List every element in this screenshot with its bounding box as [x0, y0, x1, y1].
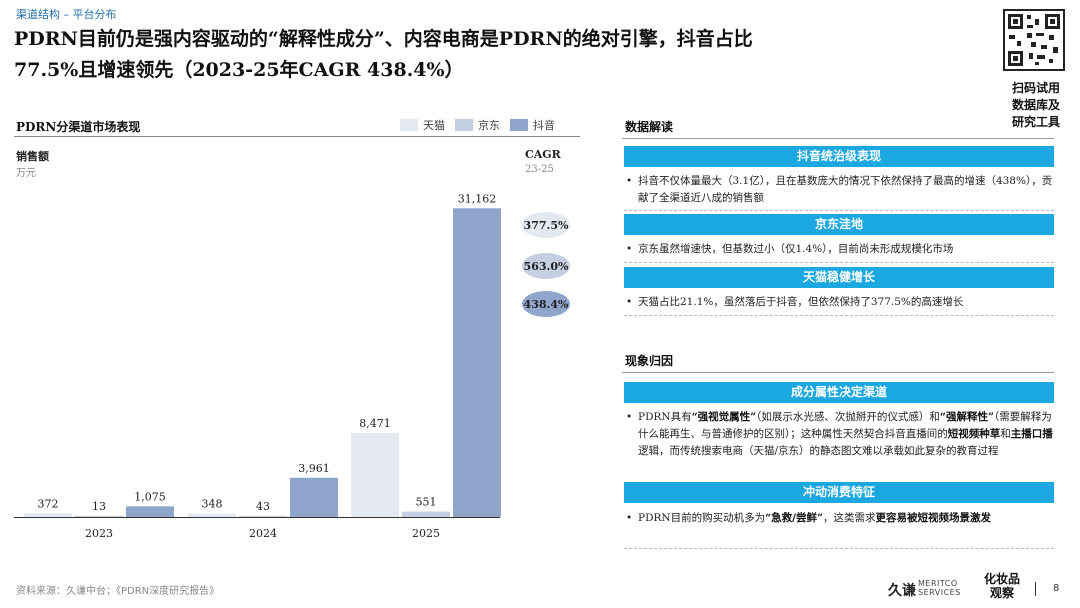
bar-label-2023-1: 13 [92, 500, 106, 513]
page-number: 8 [1053, 583, 1060, 594]
cagr-value-2: 438.4% [524, 298, 569, 311]
qr-code-icon[interactable] [1003, 9, 1065, 71]
qr-caption: 扫码试用 数据库及 研究工具 [1000, 80, 1072, 131]
text-run-bold: 更容易被短视频场景激发 [875, 512, 992, 524]
logo-subtitle-line: SERVICES [918, 588, 961, 597]
page-title-line-1: PDRN目前仍是强内容驱动的“解释性成分”、内容电商是PDRN的绝对引擎，抖音占… [14, 28, 753, 50]
section-text-ingredient: PDRN具有“强视觉属性”（如展示水光感、次抛掰开的仪式感）和“强解释性”（需要… [624, 409, 1054, 460]
text-run: PDRN具有 [638, 411, 692, 423]
section-divider [624, 315, 1054, 316]
section-divider [624, 262, 1054, 263]
bar-label-2024-2: 3,961 [298, 462, 330, 475]
cagr-badge-2 [522, 291, 570, 317]
bar-label-2025-2: 31,162 [458, 192, 497, 205]
bar-2025-0 [351, 433, 399, 517]
legend-swatch-douyin [510, 119, 528, 131]
section-heading-ingredient: 成分属性决定渠道 [624, 382, 1054, 403]
cagr-label: CAGR [525, 148, 561, 161]
text-run: （如展示水光感、次抛掰开的仪式感）和 [756, 411, 940, 423]
footer-separator [1035, 582, 1036, 596]
qr-caption-line: 研究工具 [1011, 115, 1060, 129]
qr-caption-line: 数据库及 [1011, 98, 1060, 112]
legend-item-jd: 京东 [455, 117, 500, 133]
legend-swatch-tmall [400, 119, 418, 131]
section-text-jd: 京东虽然增速快，但基数过小（仅1.4%），目前尚未形成规模化市场 [624, 241, 1054, 258]
chart-title: PDRN分渠道市场表现 [16, 120, 141, 134]
logo-line: 化妆品 [984, 572, 1021, 586]
causes-title: 现象归因 [625, 354, 674, 368]
legend-item-douyin: 抖音 [510, 117, 555, 133]
section-text-douyin: 抖音不仅体量最大（3.1亿），且在基数庞大的情况下依然保持了最高的增速（438%… [624, 173, 1054, 207]
cagr-value-1: 563.0% [524, 260, 569, 273]
section-heading-tmall: 天猫稳健增长 [624, 267, 1054, 288]
bar-label-2025-0: 8,471 [359, 417, 391, 430]
bar-label-2025-1: 551 [416, 496, 437, 509]
chart-legend: 天猫 京东 抖音 [400, 117, 555, 133]
cosmetics-observer-logo: 化妆品 观察 [984, 572, 1020, 600]
x-tick-2025: 2025 [412, 527, 440, 540]
x-tick-2023: 2023 [85, 527, 113, 540]
bar-2025-2 [453, 208, 501, 517]
section-heading-impulse: 冲动消费特征 [624, 482, 1054, 503]
breadcrumb[interactable]: 渠道结构 – 平台分布 [16, 8, 117, 21]
legend-item-tmall: 天猫 [400, 117, 445, 133]
bar-2023-2 [126, 506, 174, 517]
bar-2023-1 [75, 515, 123, 517]
bar-2024-1 [239, 515, 287, 517]
text-run: （需要解释为什么能再生、与普通修护的区别）；这种属性天然契合抖音直播间的 [638, 411, 1052, 440]
meritco-logo: 久谦 [888, 583, 916, 599]
legend-label-douyin: 抖音 [533, 119, 555, 132]
bar-2024-2 [290, 477, 338, 517]
bar-chart: 372 13 1,075 2023 348 43 3,961 2024 8,471 551 31,1… [14, 192, 570, 540]
section-heading-douyin: 抖音统治级表现 [624, 146, 1054, 167]
section-text-impulse: PDRN目前的购买动机多为“急救/尝鲜”，这类需求更容易被短视频场景激发 [624, 510, 1054, 527]
text-run: 逻辑，而传统搜索电商（天猫/京东）的静态图文难以承载如此复杂的教育过程 [638, 445, 999, 457]
page-title: PDRN目前仍是强内容驱动的“解释性成分”、内容电商是PDRN的绝对引擎，抖音占… [14, 24, 974, 86]
section-heading-jd: 京东洼地 [624, 214, 1054, 235]
legend-label-tmall: 天猫 [423, 119, 445, 132]
bar-2023-0 [24, 513, 72, 517]
interpretation-rule [622, 138, 1054, 139]
bar-label-2024-1: 43 [256, 500, 270, 513]
y-axis-unit: 万元 [16, 168, 36, 179]
x-tick-2024: 2024 [249, 527, 277, 540]
text-run: 和 [1000, 428, 1011, 440]
section-divider [624, 210, 1054, 211]
cagr-badge-0 [522, 212, 570, 238]
meritco-logo-subtitle: MERITCO SERVICES [918, 579, 961, 597]
bar-label-2023-0: 372 [38, 497, 59, 510]
chart-title-rule [14, 136, 580, 137]
logo-subtitle-line: MERITCO [918, 579, 958, 588]
text-run: PDRN目前的购买动机多为 [638, 512, 766, 524]
text-run-bold: “强视觉属性” [691, 411, 757, 423]
section-text-tmall: 天猫占比21.1%，虽然落后于抖音，但依然保持了377.5%的高速增长 [624, 294, 1054, 311]
page-title-line-2: 77.5%且增速领先（2023-25年CAGR 438.4%） [14, 59, 464, 81]
bar-label-2024-0: 348 [202, 498, 223, 511]
section-divider [624, 548, 1054, 549]
text-run-bold: “急救/尝鲜” [765, 512, 823, 524]
interpretation-title: 数据解读 [625, 120, 674, 134]
bar-2024-0 [188, 513, 236, 517]
source-note: 资料来源：久谦中台；《PDRN深度研究报告》 [16, 586, 220, 597]
text-run: ，这类需求 [823, 512, 876, 524]
causes-rule [622, 372, 1054, 373]
qr-caption-line: 扫码试用 [1011, 81, 1060, 95]
legend-swatch-jd [455, 119, 473, 131]
logo-line: 观察 [990, 586, 1015, 600]
y-axis-label: 销售额 [16, 150, 49, 163]
bar-2025-1 [402, 511, 450, 517]
cagr-value-0: 377.5% [524, 219, 569, 232]
text-run-bold: “强解释性” [939, 411, 995, 423]
legend-label-jd: 京东 [478, 119, 500, 132]
text-run-bold: 短视频种草 [947, 428, 1001, 440]
cagr-badge-1 [522, 253, 570, 279]
text-run-bold: 主播口播 [1010, 428, 1053, 440]
bar-label-2023-2: 1,075 [134, 490, 166, 503]
cagr-period: 23-25 [525, 164, 554, 175]
